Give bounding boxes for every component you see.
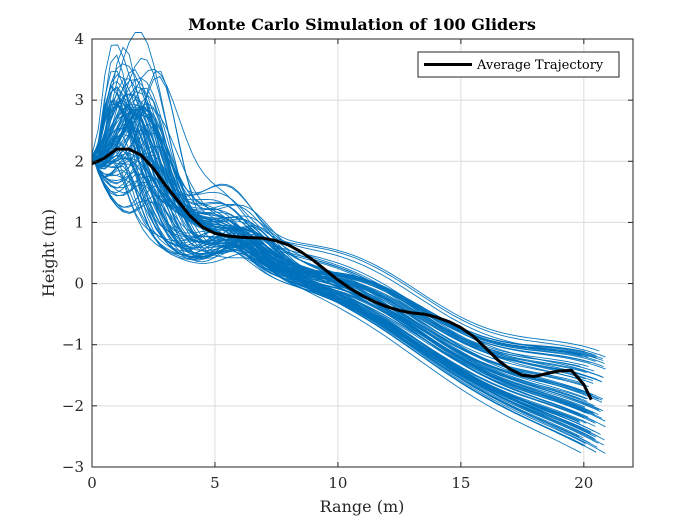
glider-trajectory <box>91 155 602 382</box>
y-tick-label: 2 <box>74 152 84 170</box>
glider-trajectory <box>91 73 602 378</box>
glider-trajectory <box>91 109 586 408</box>
y-tick-label: 4 <box>74 30 84 48</box>
glider-trajectory <box>92 68 594 382</box>
x-tick-label: 5 <box>210 474 220 492</box>
glider-trajectory <box>91 147 595 372</box>
glider-trajectory <box>91 112 596 441</box>
glider-trajectory <box>91 154 589 367</box>
y-tick-label: −3 <box>62 458 84 476</box>
glider-trajectory <box>91 154 604 361</box>
glider-trajectory <box>91 155 606 370</box>
axis-ticks: 0 5 10 15 20 −3 −2 −1 0 1 2 3 4 <box>62 30 633 492</box>
glider-trajectory <box>91 145 585 419</box>
y-tick-label: −2 <box>62 397 84 415</box>
glider-trajectory <box>92 106 601 435</box>
x-axis-label: Range (m) <box>320 497 405 516</box>
glider-trajectory <box>91 106 584 430</box>
y-tick-label: 3 <box>74 91 84 109</box>
plot-frame <box>91 38 634 468</box>
glider-trajectory <box>91 46 589 418</box>
x-tick-label: 20 <box>574 474 593 492</box>
y-tick-label: 1 <box>74 213 84 231</box>
chart-title: Monte Carlo Simulation of 100 Gliders <box>188 15 536 34</box>
x-tick-label: 0 <box>87 474 97 492</box>
glider-trajectory <box>91 107 601 413</box>
y-tick-label: 0 <box>74 275 84 293</box>
average-trajectory-line <box>91 147 593 401</box>
y-tick-label: −1 <box>62 336 84 354</box>
legend-label-average: Average Trajectory <box>476 58 604 73</box>
glider-trajectory <box>91 154 586 353</box>
legend: Average Trajectory <box>417 51 620 78</box>
average-trajectory-layer <box>91 147 593 401</box>
glider-trajectory <box>91 146 596 427</box>
x-tick-label: 15 <box>451 474 470 492</box>
glider-trajectory <box>91 154 593 396</box>
x-tick-label: 10 <box>328 474 347 492</box>
glider-trajectories <box>91 31 606 454</box>
y-axis-label: Height (m) <box>39 209 58 297</box>
